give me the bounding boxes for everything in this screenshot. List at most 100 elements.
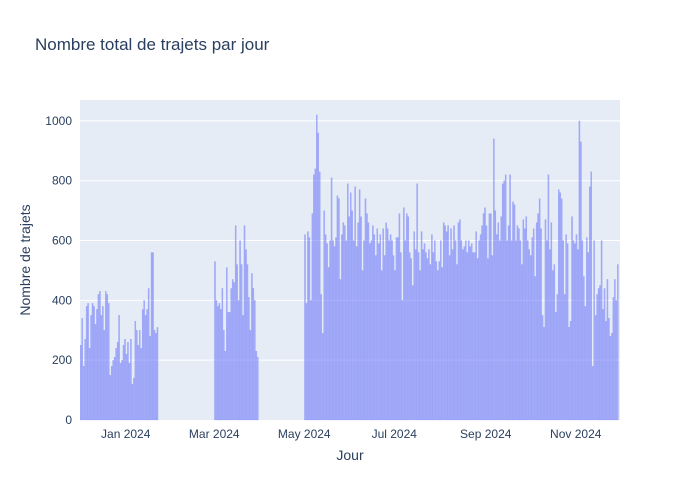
bar — [134, 321, 137, 421]
bar — [602, 309, 604, 421]
bar — [593, 240, 595, 421]
bar — [534, 276, 536, 421]
bar — [540, 228, 542, 421]
bar — [503, 180, 505, 421]
bar — [411, 285, 414, 421]
bar — [524, 228, 526, 421]
bar — [509, 174, 511, 421]
bar — [518, 228, 520, 421]
bar — [488, 213, 491, 421]
bar — [153, 330, 156, 421]
bar — [392, 255, 395, 421]
bar — [88, 348, 91, 421]
bar — [344, 225, 346, 421]
bar — [102, 306, 104, 421]
bar — [380, 270, 383, 421]
bar — [552, 270, 554, 421]
bar — [476, 258, 479, 421]
bar-series — [80, 114, 619, 421]
bar — [527, 240, 529, 421]
bar — [391, 240, 393, 421]
bar — [141, 309, 144, 421]
bar — [245, 249, 247, 421]
bar — [600, 240, 603, 421]
bar — [437, 270, 439, 421]
bar — [507, 225, 510, 421]
bar — [553, 264, 556, 421]
bar — [487, 258, 489, 421]
bar — [323, 210, 325, 421]
bar — [249, 330, 252, 421]
bar — [112, 360, 114, 421]
bar — [382, 228, 384, 421]
bar — [99, 291, 101, 421]
bar — [538, 198, 541, 421]
bar — [535, 222, 538, 421]
bar — [431, 234, 433, 421]
bar — [137, 345, 140, 421]
bar — [149, 336, 151, 421]
bar — [308, 237, 311, 421]
bar — [460, 240, 463, 421]
bar — [230, 288, 232, 421]
bar — [388, 240, 390, 421]
bar — [118, 315, 120, 421]
bar — [482, 213, 485, 421]
bar — [130, 339, 132, 421]
bar — [456, 264, 458, 421]
bar — [444, 225, 446, 421]
bar — [583, 276, 585, 421]
bar — [407, 216, 410, 421]
bar — [335, 237, 337, 421]
bar — [591, 366, 594, 421]
bar — [414, 249, 417, 421]
bar — [385, 222, 387, 421]
bar — [457, 222, 460, 421]
bar — [80, 345, 82, 421]
bar — [497, 222, 500, 421]
bar — [541, 315, 544, 421]
bar — [563, 294, 566, 421]
bar — [113, 357, 116, 421]
bar — [493, 138, 495, 421]
bar — [429, 264, 432, 421]
bar — [531, 237, 533, 421]
bar — [229, 312, 231, 421]
bar — [242, 315, 244, 421]
bar — [589, 186, 591, 421]
x-tick-label: Mar 2024 — [189, 427, 240, 441]
x-axis-title: Jour — [336, 447, 364, 463]
bar — [311, 213, 314, 421]
bar — [519, 240, 522, 421]
bar — [445, 231, 448, 421]
bar — [240, 264, 243, 421]
bar — [559, 192, 561, 421]
bar — [103, 330, 106, 421]
bar — [439, 240, 442, 421]
bar — [603, 288, 606, 421]
bar — [506, 240, 508, 421]
bar — [386, 228, 389, 421]
bar — [577, 249, 579, 421]
bar — [367, 222, 370, 421]
bar — [147, 288, 150, 421]
bar — [226, 267, 228, 421]
bar — [100, 315, 103, 421]
bar — [401, 300, 404, 421]
x-tick-label: May 2024 — [278, 427, 331, 441]
bar — [599, 285, 601, 421]
y-tick-label: 400 — [52, 293, 72, 307]
bar — [581, 240, 584, 421]
bar — [580, 141, 582, 421]
bar — [454, 240, 457, 421]
x-tick-label: Jan 2024 — [101, 427, 151, 441]
bar — [434, 240, 436, 421]
bar — [110, 366, 113, 421]
bar — [332, 240, 334, 421]
bar — [363, 240, 365, 421]
y-axis-ticks: 0 200 400 600 800 1000 — [45, 114, 72, 427]
bar — [469, 246, 471, 421]
bar — [383, 255, 386, 421]
bar — [84, 339, 86, 421]
